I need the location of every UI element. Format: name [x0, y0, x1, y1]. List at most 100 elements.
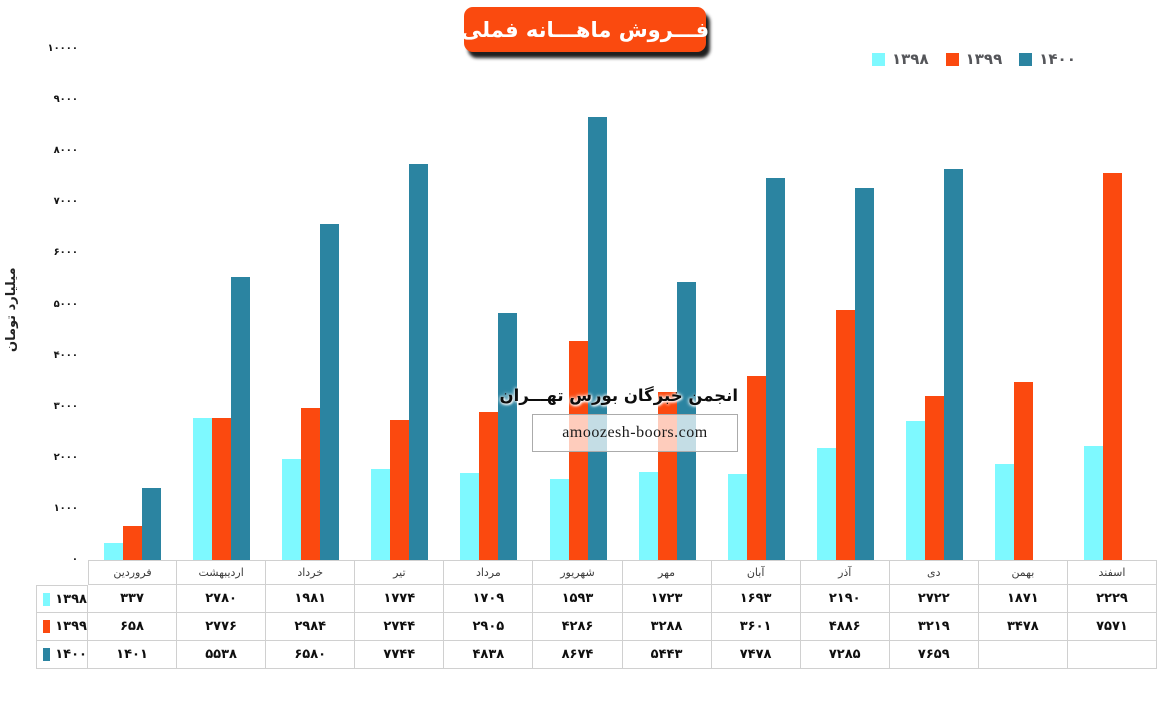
- value-cell: ۶۵۸: [88, 613, 178, 641]
- month-header-cell: مرداد: [444, 560, 534, 585]
- value-cell: ۱۷۰۹: [444, 585, 534, 613]
- value-cell: ۲۷۲۲: [889, 585, 979, 613]
- value-cell: ۲۷۷۶: [177, 613, 267, 641]
- month-header-cell: آبان: [711, 560, 801, 585]
- value-cell: ۲۲۲۹: [1067, 585, 1157, 613]
- value-cell: ۲۹۰۵: [444, 613, 534, 641]
- month-header-cell: شهریور: [533, 560, 623, 585]
- value-cell: ۸۶۷۴: [533, 641, 623, 669]
- legend: ۱۳۹۸ ۱۳۹۹ ۱۴۰۰: [872, 50, 1076, 68]
- value-cell: ۷۲۸۵: [800, 641, 890, 669]
- value-cell: ۳۲۱۹: [889, 613, 979, 641]
- bar-۱۳۹۸-3: [282, 458, 302, 560]
- table-row-swatch-icon: [43, 648, 51, 661]
- month-header-cell: فروردین: [88, 560, 178, 585]
- bar-۱۳۹۸-1: [104, 542, 123, 560]
- y-tick-label: ۱۰۰۰: [53, 502, 78, 514]
- chart-title-text: فـــروش ماهـــانه فملی: [460, 17, 710, 42]
- value-cell: ۲۱۹۰: [800, 585, 890, 613]
- table-row-swatch-icon: [43, 620, 51, 633]
- bar-۱۴۰۰-3: [320, 223, 340, 560]
- month-header-cell: خرداد: [266, 560, 356, 585]
- value-cell: ۷۷۴۴: [355, 641, 445, 669]
- value-cell: ۴۸۳۸: [444, 641, 534, 669]
- month-header-cell: تیر: [355, 560, 445, 585]
- value-cell: ۷۵۷۱: [1067, 613, 1157, 641]
- value-cell: ۱۷۷۴: [355, 585, 445, 613]
- value-cell: ۱۵۹۳: [533, 585, 623, 613]
- bar-۱۴۰۰-4: [409, 164, 429, 560]
- y-tick-label: ۸۰۰۰: [53, 145, 78, 157]
- value-cell: ۳۳۷: [88, 585, 178, 613]
- value-cell: ۱۶۹۳: [711, 585, 801, 613]
- y-axis-title: میلیارد تومان: [4, 267, 19, 352]
- legend-swatch-icon: [872, 52, 885, 66]
- y-tick-label: ۴۰۰۰: [53, 349, 78, 361]
- y-tick-label: ۱۰۰۰۰: [47, 43, 78, 54]
- value-cell: ۱۴۰۱: [88, 641, 178, 669]
- bar-۱۳۹۹-5: [479, 411, 499, 560]
- month-header-cell: آذر: [800, 560, 890, 585]
- watermark-text: انجمن خبرگان بورس تهـــران: [499, 386, 738, 405]
- bar-۱۳۹۹-1: [123, 526, 142, 560]
- bar-۱۳۹۹-8: [746, 376, 766, 560]
- month-header-cell: اردیبهشت: [177, 560, 267, 585]
- bar-۱۳۹۹-9: [835, 310, 855, 560]
- value-cell: ۴۸۸۶: [800, 613, 890, 641]
- bar-۱۳۹۸-11: [994, 464, 1014, 560]
- value-cell: [1067, 641, 1157, 669]
- value-cell: ۵۵۳۸: [177, 641, 267, 669]
- value-cell: ۲۷۴۴: [355, 613, 445, 641]
- value-cell: ۴۲۸۶: [533, 613, 623, 641]
- bar-۱۳۹۸-7: [638, 472, 658, 560]
- value-cell: [978, 641, 1068, 669]
- bar-۱۴۰۰-1: [142, 488, 161, 560]
- y-tick-label: ۹۰۰۰: [53, 94, 78, 106]
- value-cell: ۲۷۸۰: [177, 585, 267, 613]
- table-corner-cell: [36, 560, 88, 585]
- value-cell: ۳۶۰۱: [711, 613, 801, 641]
- bar-۱۳۹۹-10: [924, 395, 944, 560]
- year-label: ۱۴۰۰: [55, 647, 87, 662]
- bar-۱۴۰۰-10: [943, 168, 963, 560]
- legend-label: ۱۴۰۰: [1039, 50, 1076, 68]
- bar-۱۳۹۸-10: [905, 420, 925, 560]
- year-label: ۱۳۹۸: [55, 591, 87, 607]
- legend-swatch-icon: [1019, 52, 1033, 66]
- legend-label: ۱۳۹۹: [965, 50, 1003, 68]
- y-axis-ticks: ۰ ۱۰۰۰ ۲۰۰۰ ۳۰۰۰ ۴۰۰۰ ۵۰۰۰ ۶۰۰۰ ۷۰۰۰ ۸۰۰۰ ۹۰۰۰ ۱۰۰…: [30, 0, 80, 580]
- bar-۱۳۹۸-9: [816, 448, 836, 560]
- value-cell: ۲۹۸۴: [266, 613, 356, 641]
- bar-۱۳۹۸-5: [460, 472, 480, 560]
- value-cell: ۷۶۵۹: [889, 641, 979, 669]
- value-cell: ۱۹۸۱: [266, 585, 356, 613]
- value-cell: ۷۴۷۸: [711, 641, 801, 669]
- month-header-cell: اسفند: [1067, 560, 1157, 585]
- bar-۱۳۹۸-4: [371, 469, 391, 560]
- data-table: فروردین اردیبهشت خرداد تیر مرداد شهریور مهر آبا…: [36, 560, 1157, 669]
- bar-۱۳۹۹-3: [301, 407, 321, 560]
- value-cell: ۳۲۸۸: [622, 613, 712, 641]
- legend-item-۱۴۰۰: ۱۴۰۰: [1019, 50, 1076, 68]
- bar-۱۴۰۰-2: [231, 277, 251, 560]
- value-cell: ۵۴۴۳: [622, 641, 712, 669]
- bar-۱۳۹۹-2: [212, 418, 232, 560]
- y-tick-label: ۳۰۰۰: [53, 400, 78, 412]
- y-tick-label: ۶۰۰۰: [53, 247, 78, 259]
- y-tick-label: ۲۰۰۰: [53, 451, 78, 463]
- year-row-header: ۱۴۰۰: [36, 641, 88, 669]
- month-header-cell: بهمن: [978, 560, 1068, 585]
- watermark-url: amoozesh-boors.com: [532, 414, 738, 452]
- year-row-header: ۱۳۹۹: [36, 613, 88, 641]
- bar-۱۳۹۹-11: [1013, 382, 1033, 560]
- chart-title: فـــروش ماهـــانه فملی: [460, 7, 710, 52]
- bar-۱۴۰۰-8: [765, 177, 785, 560]
- bar-۱۳۹۸-2: [193, 417, 213, 560]
- bar-۱۳۹۹-12: [1103, 173, 1122, 560]
- bar-۱۳۹۹-4: [390, 419, 410, 560]
- year-row-header: ۱۳۹۸: [36, 585, 88, 613]
- month-header-cell: مهر: [622, 560, 712, 585]
- table-row-swatch-icon: [43, 592, 51, 606]
- bar-۱۳۹۸-12: [1084, 446, 1103, 560]
